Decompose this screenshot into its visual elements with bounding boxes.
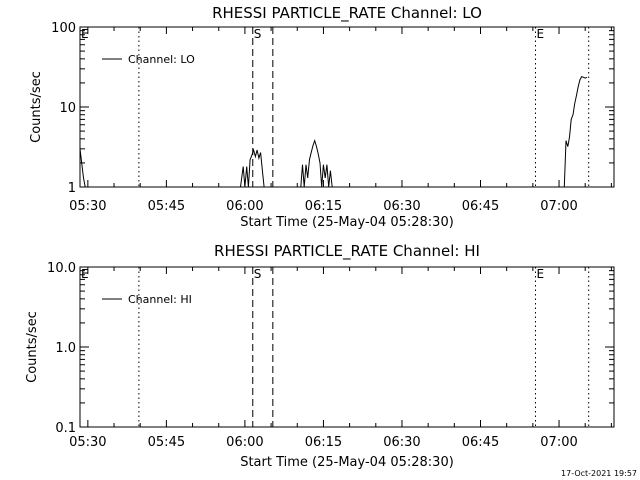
x-tick-label: 05:45 [148,435,185,450]
y-tick-label: 10.0 [47,261,76,276]
event-marker-label: E [81,27,89,41]
event-marker-label: S [254,27,262,41]
x-tick-label: 05:45 [148,199,185,214]
x-tick-label: 06:15 [305,435,342,450]
event-marker-label: S [254,267,262,281]
y-tick-label: 0.1 [55,421,76,436]
y-axis-label: Counts/sec [29,71,44,143]
series-line [79,148,86,188]
x-tick-label: 07:00 [540,199,577,214]
panel-lo: RHESSI PARTICLE_RATE Channel: LO 05:30 05:… [29,4,615,230]
chart-title: RHESSI PARTICLE_RATE Channel: HI [214,242,480,261]
x-tick-label: 06:00 [226,199,263,214]
chart-title: RHESSI PARTICLE_RATE Channel: LO [212,4,482,23]
event-marker-label: E [536,27,544,41]
x-tick-label: 06:30 [383,199,420,214]
footer-timestamp: 17-Oct-2021 19:57 [561,469,637,478]
y-tick-label: 1 [68,181,76,196]
x-tick-label: 07:00 [540,435,577,450]
x-tick-label: 06:30 [383,435,420,450]
y-axis-label: Counts/sec [25,311,40,383]
x-tick-label: 06:15 [305,199,342,214]
y-tick-label: 10 [59,101,76,116]
x-axis-label: Start Time (25-May-04 05:28:30) [240,215,454,230]
legend-label: Channel: HI [128,293,192,306]
series-line [300,138,333,188]
x-tick-label: 05:30 [69,435,106,450]
plot-frame [79,266,615,428]
x-tick-label: 05:30 [69,199,106,214]
x-tick-label: 06:45 [462,435,499,450]
x-axis-label: Start Time (25-May-04 05:28:30) [240,455,454,470]
series-line [240,148,265,188]
y-tick-label: 1.0 [55,341,76,356]
panel-hi: RHESSI PARTICLE_RATE Channel: HI 05:30 05:… [25,242,615,470]
x-tick-label: 06:00 [226,435,263,450]
plot-frame [79,26,615,188]
legend-label: Channel: LO [128,53,195,66]
x-tick-label: 06:45 [462,199,499,214]
event-marker-label: E [536,267,544,281]
series-line [563,75,588,188]
event-marker-label: E [81,267,89,281]
y-tick-label: 100 [51,21,76,36]
